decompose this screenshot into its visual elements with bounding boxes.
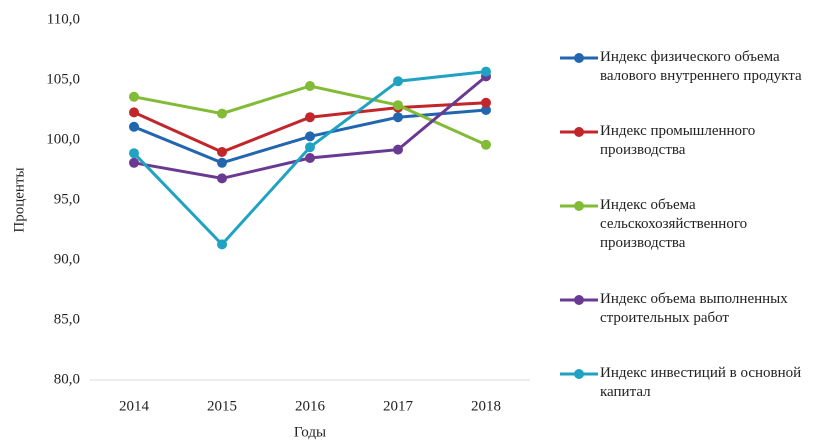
point [305, 81, 315, 91]
point [305, 112, 315, 123]
point [481, 105, 491, 115]
legend: Индекс физического объема валового внутр… [560, 30, 835, 420]
chart: Проценты Годы 80,0 85,0 90,0 95,0 100,0 105,0… [11, 11, 530, 440]
legend-marker [560, 368, 598, 379]
legend-marker [560, 127, 598, 138]
y-tick-label: 110,0 [47, 11, 80, 27]
legend-item: Индекс инвестиций в основной капитал [560, 364, 835, 402]
y-tick-label: 85,0 [54, 311, 80, 327]
point [217, 239, 227, 250]
legend-dot [574, 53, 584, 64]
point [217, 173, 227, 184]
point [393, 144, 403, 155]
legend-dot [574, 294, 584, 305]
point [217, 108, 227, 119]
point [129, 107, 139, 118]
point [481, 139, 491, 150]
legend-label: Индекс объема выполненных строительных р… [600, 290, 788, 326]
legend-label: Индекс физического объема валового внутр… [600, 49, 802, 85]
y-tick-label: 100,0 [46, 131, 80, 147]
point [393, 76, 403, 87]
legend-label: Индекс инвестиций в основной капитал [600, 364, 802, 400]
point [129, 121, 139, 132]
y-tick-label: 80,0 [54, 371, 80, 387]
point [393, 100, 403, 111]
x-tick-label: 2014 [119, 398, 150, 414]
point [129, 148, 139, 159]
legend-marker [560, 294, 598, 305]
legend-dot [574, 201, 584, 212]
x-tick-label: 2018 [471, 398, 501, 414]
point [305, 153, 315, 163]
legend-dot [574, 127, 584, 138]
point [217, 157, 227, 168]
legend-marker [560, 201, 598, 212]
y-tick-label: 90,0 [54, 251, 80, 267]
x-tick-label: 2016 [295, 398, 326, 414]
legend-item: Индекс объема сельскохозяйственного прои… [560, 196, 835, 253]
point [217, 147, 227, 157]
legend-dot [574, 368, 584, 379]
point [129, 157, 139, 168]
series-line [133, 75, 487, 180]
legend-marker [560, 53, 598, 64]
y-tick-label: 95,0 [54, 191, 80, 207]
point [129, 91, 139, 102]
point [305, 131, 315, 142]
legend-item: Индекс объема выполненных строительных р… [560, 290, 835, 328]
legend-item: Индекс физического объема валового внутр… [560, 48, 835, 86]
x-tick-label: 2017 [383, 398, 414, 414]
legend-label: Индекс объема сельскохозяйственного прои… [600, 197, 748, 252]
x-tick-label: 2015 [207, 398, 237, 414]
x-axis-label: Годы [294, 424, 326, 440]
y-tick-label: 105,0 [46, 71, 80, 87]
point [481, 66, 491, 77]
legend-item: Индекс промышленного производства [560, 122, 835, 160]
legend-label: Индекс промышленного производства [600, 123, 756, 159]
point [481, 97, 491, 108]
y-axis-label: Проценты [11, 167, 27, 232]
point [305, 142, 315, 153]
point [393, 112, 403, 123]
